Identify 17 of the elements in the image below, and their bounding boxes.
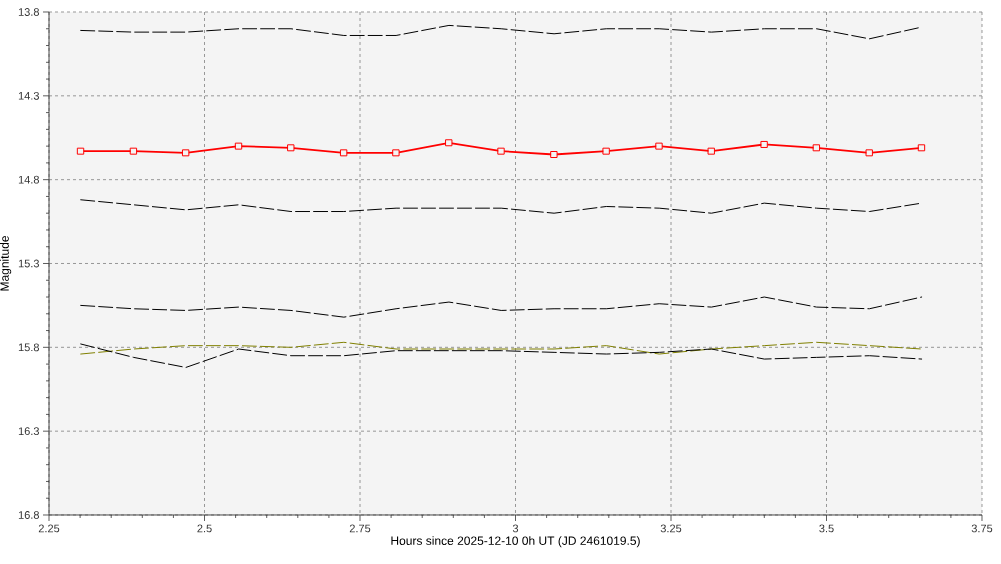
line-series <box>80 296 923 318</box>
y-tick-label: 15.8 <box>18 343 39 352</box>
y-tick-label: 16.8 <box>18 511 39 519</box>
y-tick-label: 15.3 <box>18 259 39 268</box>
x-tick-label: 3.25 <box>660 524 682 533</box>
x-tick-label: 3 <box>512 524 519 533</box>
y-tick-label: 14.3 <box>18 91 39 100</box>
x-tick-label: 2.25 <box>38 524 60 533</box>
y-axis-title: Magnitude <box>0 236 12 291</box>
x-axis-title: Hours since 2025-12-10 0h UT (JD 2461019.5) <box>391 536 640 548</box>
x-tick-label: 2.5 <box>197 524 212 533</box>
x-tick-label: 3.5 <box>819 524 834 533</box>
y-tick-label: 14.8 <box>18 175 39 184</box>
x-tick-label: 3.75 <box>971 524 993 533</box>
y-tick-label: 13.8 <box>18 8 39 16</box>
y-tick-label: 16.3 <box>18 427 39 436</box>
x-tick-label: 2.75 <box>349 524 371 533</box>
